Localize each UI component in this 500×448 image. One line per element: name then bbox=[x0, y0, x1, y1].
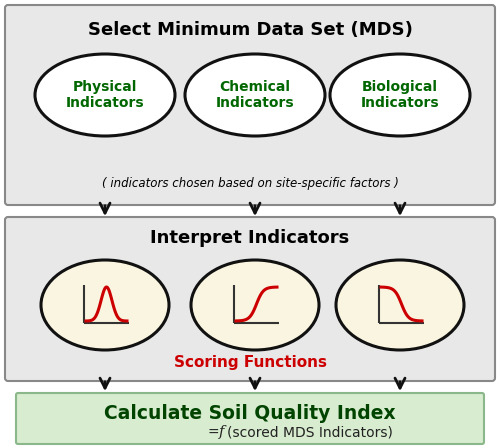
FancyBboxPatch shape bbox=[5, 217, 495, 381]
Ellipse shape bbox=[35, 54, 175, 136]
Text: =: = bbox=[208, 425, 224, 439]
Text: Chemical
Indicators: Chemical Indicators bbox=[216, 80, 294, 110]
FancyBboxPatch shape bbox=[5, 5, 495, 205]
Ellipse shape bbox=[191, 260, 319, 350]
Text: Select Minimum Data Set (MDS): Select Minimum Data Set (MDS) bbox=[88, 21, 412, 39]
Ellipse shape bbox=[41, 260, 169, 350]
Text: Scoring Functions: Scoring Functions bbox=[174, 354, 326, 370]
Ellipse shape bbox=[185, 54, 325, 136]
Ellipse shape bbox=[336, 260, 464, 350]
Ellipse shape bbox=[330, 54, 470, 136]
Text: ( indicators chosen based on site-specific factors ): ( indicators chosen based on site-specif… bbox=[102, 177, 399, 190]
Text: f: f bbox=[219, 425, 224, 439]
Text: Biological
Indicators: Biological Indicators bbox=[360, 80, 440, 110]
Text: Calculate Soil Quality Index: Calculate Soil Quality Index bbox=[104, 404, 396, 422]
Text: Physical
Indicators: Physical Indicators bbox=[66, 80, 144, 110]
Text: Interpret Indicators: Interpret Indicators bbox=[150, 229, 350, 247]
FancyBboxPatch shape bbox=[16, 393, 484, 444]
Text: (scored MDS Indicators): (scored MDS Indicators) bbox=[227, 425, 393, 439]
